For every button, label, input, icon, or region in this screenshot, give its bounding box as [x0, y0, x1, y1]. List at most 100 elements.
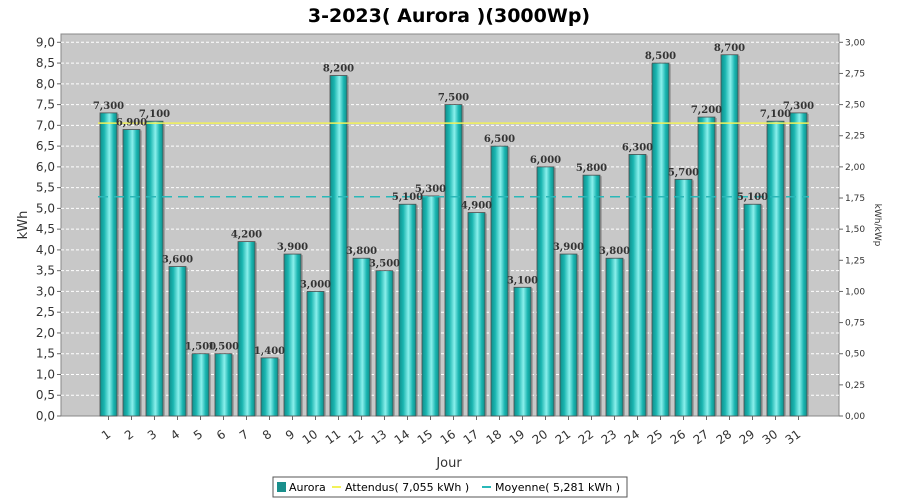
x-tick-label: 11 — [323, 427, 344, 447]
bar — [214, 353, 233, 417]
bar-value-label: 6,500 — [484, 134, 515, 145]
x-tick-label: 30 — [760, 427, 781, 447]
y-right-tick-label: 2,25 — [845, 132, 865, 142]
bar-value-label: 7,500 — [438, 93, 469, 104]
bar-value-label: 1,400 — [254, 346, 285, 357]
x-axis-ticks: 1 2 3 4 5 6 7 8 9 10 11 12 13 14 15 16 17 18 19 20 21 22 23 24 2… — [99, 416, 803, 447]
bar — [283, 253, 302, 417]
bar-value-label: 5,100 — [737, 192, 768, 203]
bar-value-label: 1,500 — [208, 342, 239, 353]
bar-value-label: 7,300 — [783, 101, 814, 112]
x-tick-label: 7 — [237, 427, 251, 443]
y-tick-label: 9,0 — [36, 35, 55, 49]
x-tick-label: 15 — [415, 427, 436, 447]
bar-value-label: 3,500 — [369, 259, 400, 270]
bar-value-label: 7,200 — [691, 105, 722, 116]
x-tick-label: 18 — [484, 427, 505, 447]
x-tick-label: 21 — [553, 427, 574, 447]
x-tick-label: 12 — [346, 427, 367, 447]
y-tick-label: 1,0 — [36, 367, 55, 381]
y-tick-label: 7,0 — [36, 118, 55, 132]
bar — [628, 154, 647, 417]
x-tick-label: 2 — [122, 427, 136, 443]
bar — [145, 120, 164, 417]
y-tick-label: 6,5 — [36, 139, 55, 153]
bar-value-label: 3,900 — [553, 242, 584, 253]
x-tick-label: 20 — [530, 427, 551, 447]
chart-title: 3-2023( Aurora )(3000Wp) — [308, 5, 590, 27]
bar — [260, 357, 279, 417]
bar — [674, 178, 693, 417]
bar — [421, 195, 440, 417]
bar — [329, 75, 348, 417]
bar — [375, 270, 394, 417]
x-tick-label: 17 — [461, 427, 482, 447]
x-tick-label: 5 — [191, 427, 205, 443]
legend-swatch-aurora — [277, 482, 286, 492]
bar — [352, 257, 371, 417]
bar-value-label: 3,000 — [300, 279, 331, 290]
x-tick-label: 27 — [691, 427, 712, 447]
bar-value-label: 3,100 — [507, 275, 538, 286]
y-axis-right-label: kWh/kWp — [872, 204, 882, 247]
bar-value-label: 7,100 — [760, 109, 791, 120]
y-right-tick-label: 2,75 — [845, 69, 865, 79]
bar — [582, 174, 601, 417]
y-tick-label: 8,0 — [36, 77, 55, 91]
y-tick-label: 2,5 — [36, 305, 55, 319]
x-tick-label: 8 — [260, 427, 274, 443]
bar-value-label: 3,900 — [277, 242, 308, 253]
bar — [168, 266, 187, 417]
bar — [237, 241, 256, 417]
bar — [743, 203, 762, 417]
y-tick-label: 4,5 — [36, 222, 55, 236]
bar — [605, 257, 624, 417]
bar — [651, 62, 670, 417]
y-tick-label: 0,0 — [36, 409, 55, 423]
legend-label-moyenne: Moyenne( 5,281 kWh ) — [495, 481, 620, 494]
bar — [513, 286, 532, 417]
y-tick-label: 5,0 — [36, 201, 55, 215]
y-tick-label: 6,0 — [36, 160, 55, 174]
y-tick-label: 2,0 — [36, 326, 55, 340]
bar-value-label: 3,800 — [599, 246, 630, 257]
bars — [99, 54, 809, 417]
bar-value-label: 6,900 — [116, 118, 147, 129]
bar — [398, 203, 417, 417]
x-axis-label: Jour — [435, 456, 462, 471]
x-tick-label: 1 — [99, 427, 113, 443]
bar — [467, 212, 486, 417]
bar-value-label: 5,800 — [576, 163, 607, 174]
bar-value-label: 3,600 — [162, 255, 193, 266]
bar-value-label: 1,500 — [185, 342, 216, 353]
y-tick-label: 0,5 — [36, 388, 55, 402]
y-tick-label: 8,5 — [36, 56, 55, 70]
legend-label-attendus: Attendus( 7,055 kWh ) — [345, 481, 469, 494]
y-axis-right-ticks: 0,00 0,25 0,50 0,75 1,00 1,25 1,50 1,75 2,00 2,25… — [839, 38, 865, 422]
y-tick-label: 3,0 — [36, 284, 55, 298]
bar — [536, 166, 555, 417]
bar-value-label: 7,100 — [139, 109, 170, 120]
x-tick-label: 10 — [300, 427, 321, 447]
bar — [99, 112, 118, 417]
bar-value-label: 8,200 — [323, 64, 354, 75]
bar — [789, 112, 808, 417]
bar-labels: 7,3006,9007,1003,6001,5001,5004,2001,400… — [93, 43, 814, 357]
y-right-tick-label: 2,00 — [845, 163, 865, 173]
y-tick-label: 4,0 — [36, 243, 55, 257]
x-tick-label: 26 — [668, 427, 689, 447]
bar — [122, 129, 141, 417]
legend-box — [272, 476, 628, 498]
bar-value-label: 6,300 — [622, 142, 653, 153]
x-tick-label: 3 — [145, 427, 159, 443]
y-right-tick-label: 0,00 — [845, 412, 865, 422]
y-tick-label: 3,5 — [36, 264, 55, 278]
y-right-tick-label: 0,25 — [845, 381, 865, 391]
x-tick-label: 22 — [576, 427, 597, 447]
x-tick-label: 29 — [737, 427, 758, 447]
y-tick-label: 1,5 — [36, 347, 55, 361]
y-right-tick-label: 1,50 — [845, 225, 865, 235]
x-tick-label: 9 — [283, 427, 297, 443]
bar — [697, 116, 716, 417]
